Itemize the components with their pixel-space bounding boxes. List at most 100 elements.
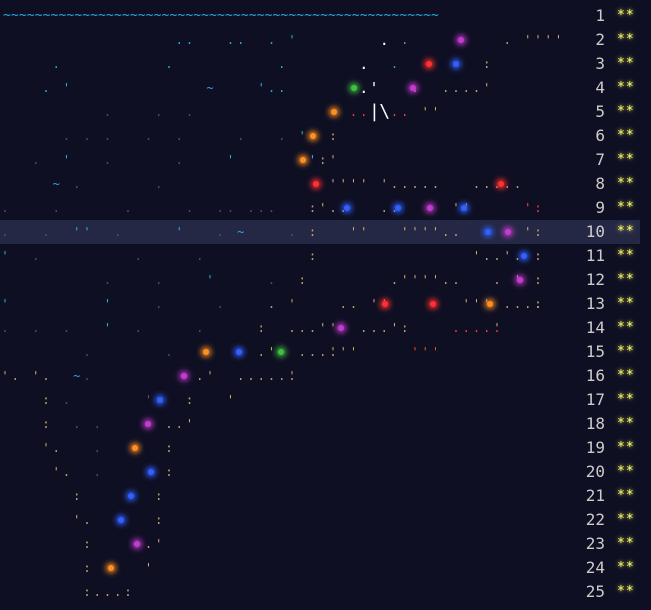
calendar-row-day-8[interactable]: ~.. ' ' ' ' '.......... 8 ** [0,172,640,196]
calendar-row-day-23[interactable]: :. ' 23 ** [0,532,640,556]
art-glyph: . [298,345,306,359]
art-glyph: . [175,33,183,47]
art-glyph: . [401,177,409,191]
day-number[interactable]: 19 [585,438,605,457]
calendar-row-day-11[interactable]: '...: '.. '.:11 ** [0,244,640,268]
calendar-row-day-20[interactable]: '..: 20 ** [0,460,640,484]
ascii-art-day-13: ''...'..'''''....: [0,292,575,316]
day-number[interactable]: 25 [585,582,605,601]
day-number[interactable]: 24 [585,558,605,577]
star-rating: ** [617,344,635,359]
calendar-row-day-22[interactable]: '.: 22 ** [0,508,640,532]
calendar-row-day-18[interactable]: :.... ' 18 ** [0,412,640,436]
ornament-light [517,277,523,283]
art-glyph: ' [206,273,214,287]
calendar-row-day-7[interactable]: . '.. ' ': ' 7 ** [0,148,640,172]
art-glyph: : [534,273,542,287]
art-glyph: . [267,33,276,47]
calendar-row-day-16[interactable]: '. '. ~.. '...... ' 16 ** [0,364,640,388]
day-number[interactable]: 12 [585,270,605,289]
day-number[interactable]: 14 [585,318,605,337]
art-glyph: . [503,297,511,311]
star-rating: ** [617,536,635,551]
art-glyph: . [503,177,511,191]
calendar-row-day-4[interactable]: .'~'...'.....'4** [0,76,640,100]
star-rating: ** [617,488,635,503]
art-glyph: ' [185,417,194,431]
day-number[interactable]: 7 [595,150,605,169]
art-glyph: : [185,393,194,407]
art-glyph: . [237,33,245,47]
art-glyph: . [319,345,327,359]
calendar-row-day-15[interactable]: ... '.... ' ' ' ' ' ' 15 ** [0,340,640,364]
calendar-row-day-2[interactable]: ..... '... ' ' ' ' 2 ** [0,28,640,52]
ascii-art-day-2: ..... '... ' ' ' ' [0,28,575,52]
ornament-light [382,301,388,307]
calendar-row-day-17[interactable]: :. ': ' 17 ** [0,388,640,412]
art-glyph: . [11,369,19,383]
calendar-row-day-10[interactable]: .. ' '. '. ~.: ' ' ' ' ' '.. ':10 ** [0,220,640,244]
calendar-row-day-24[interactable]: : ' 24 ** [0,556,640,580]
art-glyph: . [83,129,91,143]
art-glyph: ' [360,225,368,239]
day-number[interactable]: 18 [585,414,605,433]
day-number[interactable]: 8 [595,174,605,193]
day-number[interactable]: 15 [585,342,605,361]
day-number[interactable]: 1 [595,6,605,25]
calendar-row-day-5[interactable]: ..... | \.. ' ' 5 ** [0,100,640,124]
art-glyph: ' [452,201,460,215]
day-number[interactable]: 17 [585,390,605,409]
day-number[interactable]: 20 [585,462,605,481]
art-glyph: . [288,225,296,239]
ascii-art-day-15: ... '.... ' ' ' ' ' ' [0,340,575,364]
art-glyph: ' [349,177,358,191]
art-glyph: . [52,201,60,215]
ornament-light [338,325,344,331]
calendar-row-day-9[interactable]: .........:'....''':9** [0,196,640,220]
day-number[interactable]: 21 [585,486,605,505]
art-glyph: ' [431,345,440,359]
art-glyph: \ [379,101,391,122]
art-glyph: ' [401,225,409,239]
ornament-light [458,37,464,43]
calendar-row-day-1[interactable]: ~~~~~~~~~~~~~~~~~~~~~~~~~~~~~~~~~~~~~~~~… [0,4,640,28]
calendar-row-day-25[interactable]: :...: 25 ** [0,580,640,604]
day-number[interactable]: 16 [585,366,605,385]
calendar-row-day-19[interactable]: '..: 19 ** [0,436,640,460]
day-number[interactable]: 13 [585,294,605,313]
star-rating: ** [617,32,635,47]
calendar-row-day-14[interactable]: ... '..:... ' '... ':..... ' 14 ** [0,316,640,340]
day-number[interactable]: 23 [585,534,605,553]
calendar-row-day-12[interactable]: ..'.:.''''...': 12 ** [0,268,640,292]
day-number[interactable]: 11 [585,246,605,265]
day-number[interactable]: 22 [585,510,605,529]
art-glyph: . [442,273,450,287]
day-number[interactable]: 9 [595,198,605,217]
day-number[interactable]: 3 [595,54,605,73]
star-rating: ** [617,464,635,479]
art-glyph: : [298,273,306,287]
art-glyph: . [338,196,348,220]
art-glyph: . [73,417,81,431]
art-glyph: . [93,585,101,599]
calendar-row-day-3[interactable]: .....: 3 ** [0,52,640,76]
day-number[interactable]: 4 [595,78,605,97]
art-glyph: . [185,105,194,119]
art-glyph: . [472,321,481,335]
calendar-row-day-21[interactable]: ::21 ** [0,484,640,508]
art-glyph: . [534,297,542,311]
art-glyph: ' [431,225,440,239]
day-number[interactable]: 5 [595,102,605,121]
art-glyph: . [165,345,173,359]
day-number[interactable]: 6 [595,126,605,145]
calendar-row-day-6[interactable]: ....... ': 6 ** [0,124,640,148]
day-number[interactable]: 10 [585,222,605,241]
calendar-row-day-13[interactable]: ''...'..'''''....:13** [0,292,640,316]
star-rating: ** [617,392,635,407]
art-glyph: . [513,177,522,191]
art-glyph: . [216,297,224,311]
art-glyph: . [421,177,429,191]
day-number[interactable]: 2 [595,30,605,49]
art-glyph: : [165,441,173,455]
art-glyph: . [401,105,409,119]
